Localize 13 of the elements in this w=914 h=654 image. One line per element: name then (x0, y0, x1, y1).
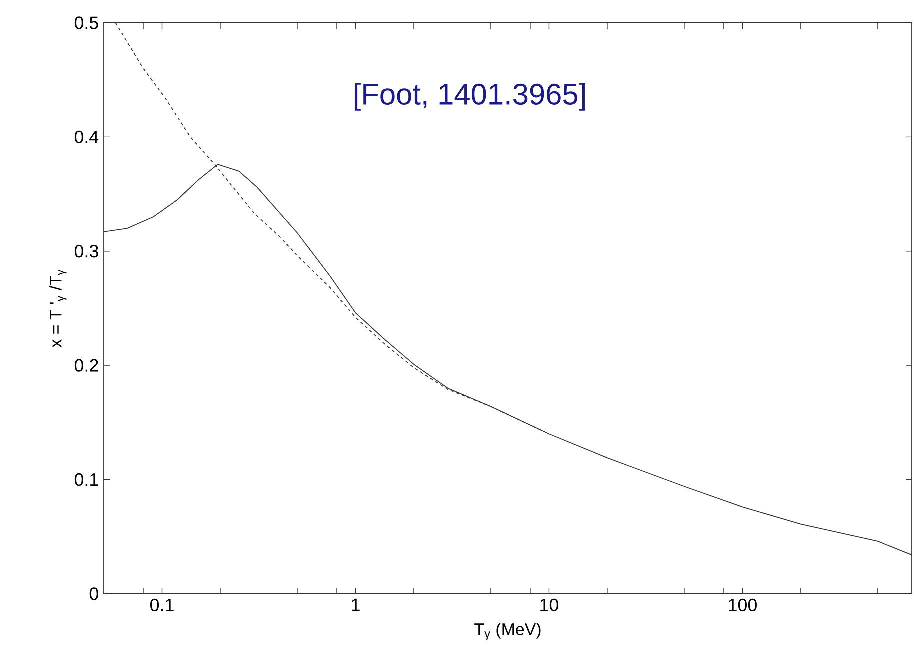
x-axis-title: T$_{γ}$ (MeV) (474, 623, 541, 640)
y-tick-label: 0.5 (74, 16, 98, 30)
y-axis-title: x = T '$_{γ}$ /T$_{γ}$ (49, 270, 67, 348)
x-tick-label: 100 (729, 598, 757, 612)
x-tick-label: 1 (352, 598, 360, 612)
y-tick-label: 0.3 (74, 245, 98, 258)
y-tick-label: 0.1 (74, 473, 98, 486)
annotation: [Foot, 1401.3965] (354, 83, 585, 111)
y-tick-label: 0.2 (74, 359, 98, 372)
x-tick-label: 10 (540, 598, 558, 612)
x-tick-label: 0.1 (150, 598, 174, 612)
y-tick-label: 0.4 (74, 130, 99, 144)
y-tick-label: 0 (90, 588, 98, 600)
